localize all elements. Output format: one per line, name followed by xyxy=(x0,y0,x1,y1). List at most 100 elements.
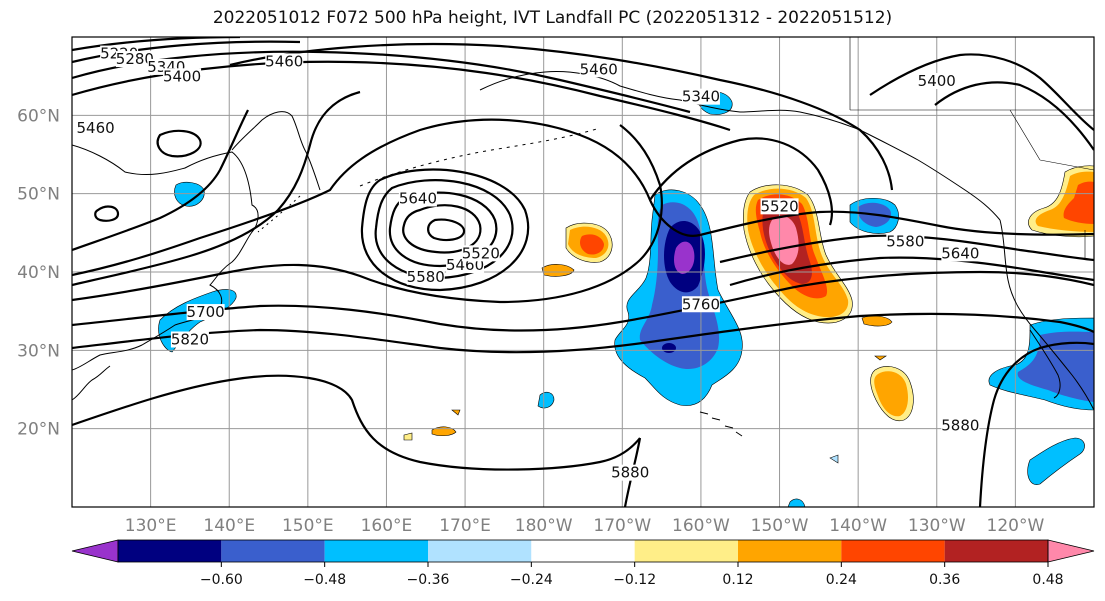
contour-label: 5520 xyxy=(760,197,798,215)
longitude-label: 150°E xyxy=(282,516,334,536)
coastline-hawaii xyxy=(699,411,743,437)
height-contour-5340-ne xyxy=(934,81,1094,151)
height-contour-5760 xyxy=(72,270,1094,332)
contour-label: 5460 xyxy=(76,119,114,137)
longitude-label: 170°E xyxy=(439,516,491,536)
contour-label-background xyxy=(398,190,437,207)
height-contour-closed-low-4 xyxy=(374,179,514,280)
coastline-aleutians xyxy=(359,127,601,187)
coastline-north-america-west xyxy=(999,219,1094,411)
contour-label-background xyxy=(265,53,304,70)
colorbar-segment xyxy=(738,540,842,562)
height-contour-5640-trough xyxy=(72,118,701,277)
height-contour-west-ridge-2 xyxy=(72,90,361,287)
contour-label: 5460 xyxy=(580,60,618,78)
longitude-label: 140°W xyxy=(829,516,887,536)
height-contour-5400-ne xyxy=(869,53,1094,131)
colorbar-tick-label: 0.48 xyxy=(1032,572,1063,588)
contour-label-background xyxy=(579,61,618,78)
colorbar-segment xyxy=(324,540,428,562)
height-contour-closed-low-5 xyxy=(360,168,530,292)
latitude-label: 30°N xyxy=(17,341,60,361)
height-contour-5820 xyxy=(72,312,1094,354)
colorbar-segment xyxy=(118,540,222,562)
height-contour-5280-north xyxy=(72,40,301,64)
coastline-baja xyxy=(1029,329,1061,399)
ivt-negative-navy-spot xyxy=(662,343,676,353)
contour-label-background xyxy=(115,51,154,68)
colorbar-tick-label: 0.24 xyxy=(826,572,857,588)
height-contour-closed-small xyxy=(156,129,202,158)
latitude-label: 40°N xyxy=(17,263,60,283)
contour-label-background xyxy=(917,73,956,89)
longitude-label: 130°E xyxy=(125,516,177,536)
contour-label: 5700 xyxy=(187,303,225,321)
colorbar-extend-high xyxy=(1047,539,1095,563)
ivt-negative-purple-central-pacific xyxy=(674,241,695,274)
contour-label: 5820 xyxy=(171,331,209,349)
ivt-positive-patch-1 xyxy=(541,264,575,277)
ivt-positive-red-170w xyxy=(580,234,604,255)
contour-label-background xyxy=(941,417,980,434)
country-borders xyxy=(849,37,1094,260)
colorbar-tick-label: −0.12 xyxy=(613,572,656,588)
contour-label-background xyxy=(76,120,115,136)
colorbar: −0.60 −0.48 −0.36 −0.24 −0.12 0.12 0.24 0.36 0.4… xyxy=(71,539,1095,588)
ivt-negative-patch-kamchatka xyxy=(174,181,205,207)
colorbar-tick-label: 0.12 xyxy=(722,572,753,588)
contour-labels: 5220528053405400546054605460534054005640… xyxy=(76,45,979,482)
height-contour-5880-east xyxy=(978,341,1094,507)
ivt-positive-pink-east-pacific xyxy=(769,215,799,265)
latitude-label: 50°N xyxy=(17,185,60,205)
contour-label: 5520 xyxy=(462,244,500,262)
longitude-label: 160°E xyxy=(361,516,413,536)
coastline-kamchatka xyxy=(231,111,321,191)
contour-label-background xyxy=(186,304,225,321)
colorbar-frame xyxy=(117,539,1049,563)
contour-label-background xyxy=(760,198,799,215)
coastlines xyxy=(72,37,1094,437)
longitude-label: 130°W xyxy=(908,516,966,536)
coastline-asia xyxy=(72,144,259,371)
contour-label-background xyxy=(681,296,720,313)
latitude-label: 20°N xyxy=(17,420,60,440)
contour-label-background xyxy=(170,331,209,348)
contour-label-background xyxy=(611,464,650,481)
longitude-label: 120°W xyxy=(987,516,1045,536)
contour-label: 5760 xyxy=(682,295,720,313)
coastline-korea-china xyxy=(72,365,111,401)
height-contour-5700-east xyxy=(729,256,1094,287)
contour-label: 5340 xyxy=(682,88,720,106)
ivt-negative-patch-south-center xyxy=(787,498,806,507)
longitude-labels: 130°E 140°E 150°E 160°E 170°E 180°W 170°W 160°W… xyxy=(125,516,1045,536)
colorbar-tick-label: 0.36 xyxy=(929,572,960,588)
ivt-positive-patch-4 xyxy=(403,432,413,441)
ivt-positive-orange-hawaii-east xyxy=(874,371,908,417)
contour-label: 5400 xyxy=(918,72,956,90)
contour-label-background xyxy=(681,88,720,105)
contour-label: 5280 xyxy=(116,50,154,68)
longitude-label: 140°E xyxy=(203,516,255,536)
colorbar-tick-label: −0.60 xyxy=(200,572,243,588)
height-contour-5460-north xyxy=(229,42,894,191)
colorbar-segment xyxy=(221,540,325,562)
contour-label: 5640 xyxy=(941,244,979,262)
contour-label: 5460 xyxy=(265,52,303,70)
ivt-anomaly-shading xyxy=(158,91,1094,507)
height-contour-closed-small-2 xyxy=(94,205,120,222)
colorbar-tick-label: −0.48 xyxy=(303,572,346,588)
ivt-positive-patch-6 xyxy=(874,355,887,361)
longitude-label: 150°W xyxy=(751,516,809,536)
latitude-label: 60°N xyxy=(17,106,60,126)
colorbar-extend-low xyxy=(71,539,119,563)
height-contour-5880-south xyxy=(72,374,641,471)
ivt-negative-core-mexico xyxy=(1017,331,1094,402)
ivt-positive-patch-5 xyxy=(451,409,461,416)
latitude-labels: 60°N 50°N 40°N 30°N 20°N xyxy=(17,106,60,439)
ivt-negative-patch-southwest xyxy=(1027,437,1085,485)
longitude-label: 170°W xyxy=(593,516,651,536)
height-contour-5520-trough xyxy=(649,137,834,226)
longitude-label: 160°W xyxy=(672,516,730,536)
contour-label: 5580 xyxy=(407,268,445,286)
